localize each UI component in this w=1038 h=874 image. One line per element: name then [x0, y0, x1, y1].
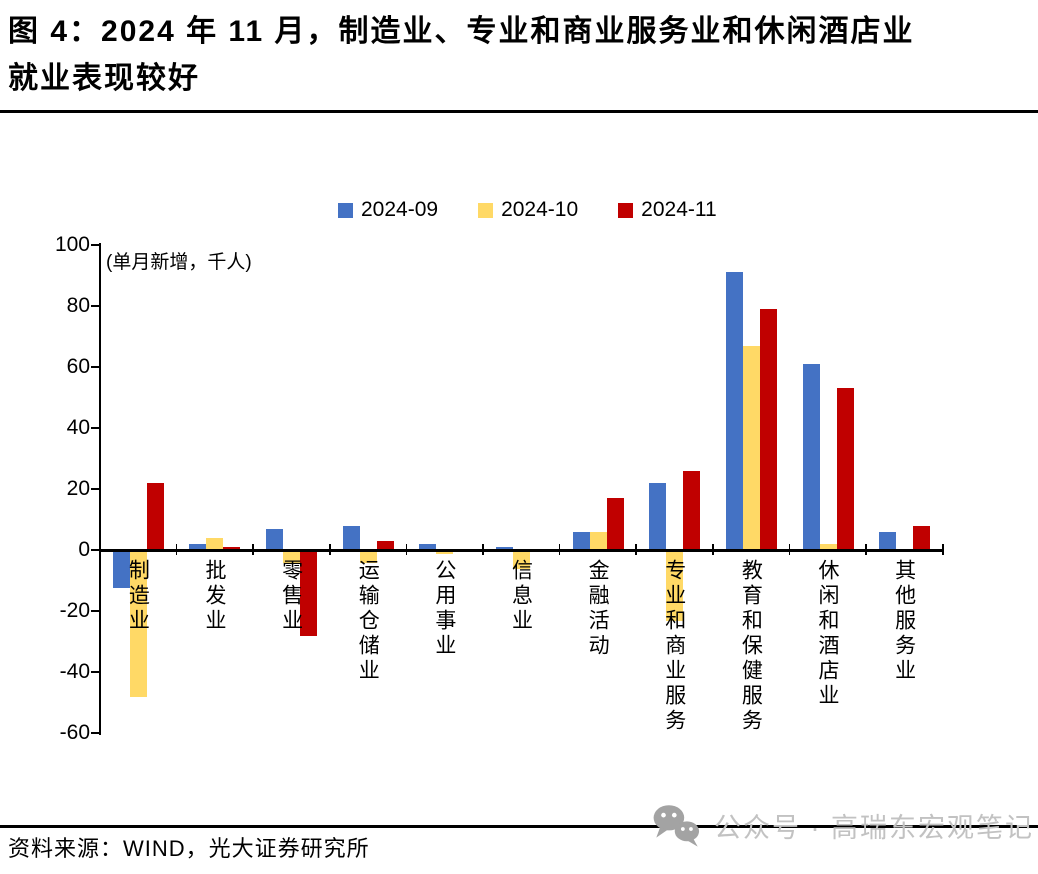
bar-2024-09-批发业: [189, 543, 207, 550]
source-note: 资料来源：WIND，光大证券研究所: [8, 836, 370, 861]
y-tick: [91, 732, 100, 734]
legend-item-2024-09: 2024-09: [338, 198, 438, 222]
legend-label: 2024-09: [361, 198, 439, 221]
category-label-批发业: 批发业: [202, 559, 226, 634]
category-label-制造业: 制造业: [126, 559, 150, 634]
category-label-教育和保健服务: 教育和保健服务: [739, 559, 763, 734]
y-tick-label: 60: [66, 355, 90, 378]
bar-2024-11-专业和商业服务: [683, 470, 701, 550]
y-tick: [91, 305, 100, 307]
bar-2024-10-批发业: [206, 537, 224, 550]
watermark: 公众号 · 高瑞东宏观笔记: [650, 796, 1034, 854]
category-label-金融活动: 金融活动: [586, 559, 610, 659]
bar-2024-09-信息业: [496, 546, 513, 550]
x-tick: [252, 544, 254, 555]
footer-divider: [0, 825, 1038, 828]
bar-2024-11-批发业: [223, 546, 241, 550]
x-tick: [865, 544, 867, 555]
y-tick: [91, 427, 100, 429]
y-axis-line: [99, 243, 101, 735]
bar-2024-09-制造业: [112, 551, 130, 588]
bar-2024-11-教育和保健服务: [759, 309, 777, 550]
bar-chart: 100 80 60 40 20 0 -20 -40 -60 (单月新增，千人) 制造业 批发业 零售业 运…: [54, 233, 944, 744]
legend-item-2024-11: 2024-11: [618, 198, 717, 222]
bar-2024-09-零售业: [266, 528, 284, 550]
bar-2024-10-金融活动: [589, 531, 607, 550]
bar-2024-09-金融活动: [572, 531, 590, 550]
x-axis-baseline: [100, 549, 943, 552]
chart-legend: 2024-09 2024-10 2024-11: [338, 198, 717, 222]
title-divider: [0, 110, 1038, 113]
x-tick: [482, 544, 484, 555]
figure-title-line2: 就业表现较好: [8, 62, 200, 95]
y-tick-label: -40: [59, 660, 90, 683]
y-tick-label: 80: [66, 294, 90, 317]
figure-title: 图 4：2024 年 11 月，制造业、专业和商业服务业和休闲酒店业 就业表现较…: [8, 8, 1034, 102]
legend-item-2024-10: 2024-10: [478, 198, 578, 222]
axis-unit-label: (单月新增，千人): [106, 252, 252, 273]
y-tick-label: 20: [66, 477, 90, 500]
category-label-休闲和酒店业: 休闲和酒店业: [816, 559, 840, 709]
legend-label: 2024-10: [501, 198, 579, 221]
bar-2024-09-教育和保健服务: [725, 272, 743, 550]
bar-2024-11-制造业: [146, 482, 164, 550]
y-tick: [91, 549, 100, 551]
bar-2024-11-零售业: [300, 551, 318, 637]
category-label-运输仓储业: 运输仓储业: [356, 559, 380, 684]
bar-2024-10-教育和保健服务: [742, 345, 760, 550]
y-tick-label: -60: [59, 721, 90, 744]
y-tick: [91, 366, 100, 368]
bar-2024-10-制造业: [129, 551, 147, 698]
y-tick: [91, 610, 100, 612]
bar-2024-09-休闲和酒店业: [802, 363, 820, 550]
x-tick: [175, 544, 178, 555]
bar-2024-10-公用事业: [436, 551, 454, 555]
y-tick-label: 100: [54, 233, 90, 256]
category-label-其他服务业: 其他服务业: [892, 559, 916, 684]
figure-title-line1: 图 4：2024 年 11 月，制造业、专业和商业服务业和休闲酒店业: [8, 15, 915, 48]
wechat-icon: [653, 805, 700, 847]
bar-2024-10-零售业: [283, 551, 301, 564]
legend-swatch-2024-10: [478, 202, 494, 218]
legend-swatch-2024-09: [338, 202, 353, 218]
watermark-text: 公众号 · 高瑞东宏观笔记: [714, 812, 1034, 843]
bar-2024-10-运输仓储业: [359, 551, 377, 564]
category-label-公用事业: 公用事业: [432, 559, 456, 659]
x-tick: [712, 544, 714, 555]
x-tick: [788, 544, 791, 555]
bar-2024-10-专业和商业服务: [666, 551, 684, 622]
bar-2024-11-金融活动: [606, 498, 624, 550]
bar-2024-11-休闲和酒店业: [836, 388, 854, 550]
bar-2024-10-休闲和酒店业: [819, 543, 837, 550]
bar-2024-09-运输仓储业: [342, 525, 360, 550]
bar-2024-09-专业和商业服务: [649, 482, 667, 550]
x-tick: [942, 544, 944, 555]
bar-2024-09-其他服务业: [879, 531, 897, 550]
y-tick-label: 0: [78, 538, 90, 561]
bar-2024-11-运输仓储业: [376, 540, 394, 550]
category-label-信息业: 信息业: [509, 559, 533, 634]
x-tick: [328, 544, 331, 555]
bar-2024-10-信息业: [513, 551, 530, 570]
y-tick-label: -20: [59, 599, 90, 622]
legend-swatch-2024-11: [618, 202, 634, 218]
y-tick: [91, 671, 100, 673]
y-tick: [91, 488, 100, 490]
y-tick-label: 40: [66, 416, 90, 439]
x-tick: [405, 544, 408, 555]
x-tick: [635, 544, 638, 555]
bar-2024-11-其他服务业: [913, 525, 931, 550]
y-tick: [91, 244, 100, 246]
legend-label: 2024-11: [641, 198, 717, 221]
x-tick: [558, 544, 561, 555]
category-label-专业和商业服务: 专业和商业服务: [662, 559, 686, 734]
category-label-零售业: 零售业: [279, 559, 303, 634]
bar-2024-09-公用事业: [419, 543, 437, 550]
